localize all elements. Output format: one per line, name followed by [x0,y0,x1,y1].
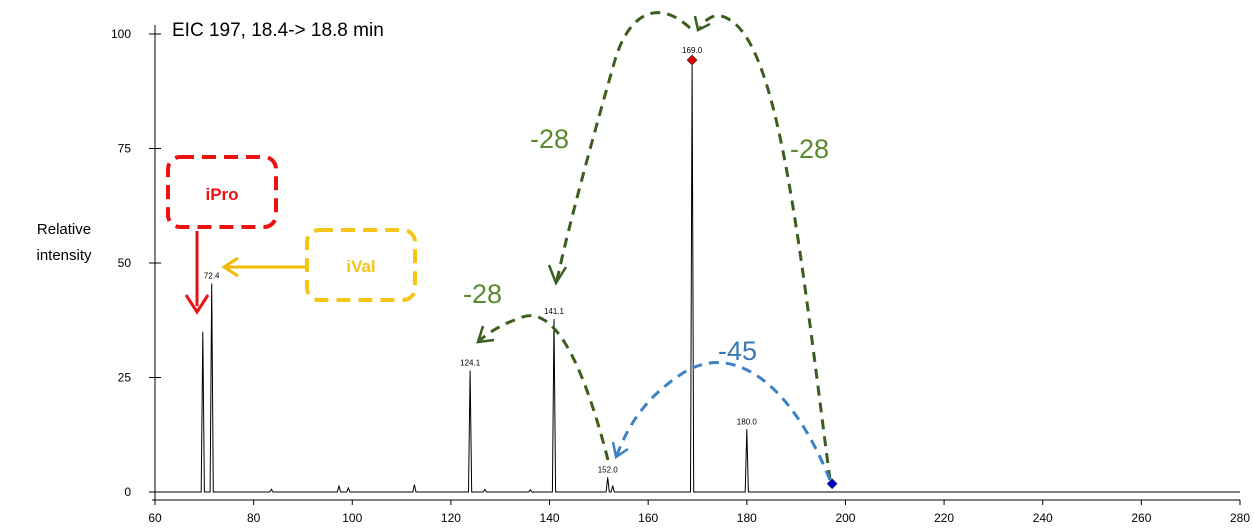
x-tick-label: 200 [835,511,855,525]
y-tick-label: 25 [118,371,132,385]
loss-label-left-upper: -28 [530,124,569,154]
spectrum-trace [155,61,1240,493]
y-axis-label-line1: Relative [37,221,91,238]
precursor-marker-diamond [826,478,838,490]
x-tick-label: 60 [148,511,162,525]
loss-arc-152-to-124 [479,314,610,461]
loss-arc-169-to-141 [555,11,692,281]
x-tick-label: 160 [638,511,658,525]
y-tick-label: 100 [111,27,131,41]
ipro-box [166,155,278,229]
peak-label: 180.0 [737,417,758,426]
x-tick-label: 180 [737,511,757,525]
x-axis-ticks: 60 80 100 120 140 160 180 200 220 240 260 280 [148,500,1250,525]
x-tick-label: 240 [1033,511,1053,525]
x-tick-label: 140 [540,511,560,525]
x-tick-label: 80 [247,511,261,525]
ipro-arrowhead [184,294,210,315]
y-axis-label-line2: intensity [36,247,92,264]
y-tick-label: 0 [124,485,131,499]
loss-arrowhead-124 [476,325,495,344]
peak-labels: 72.4 124.1 141.1 152.0 169.0 180.0 [204,46,757,474]
peak-label: 169.0 [682,46,703,55]
ival-box [305,228,417,302]
peak-label: 152.0 [598,465,619,474]
ival-arrowhead [221,256,239,278]
loss-arrowhead-152 [611,441,629,460]
y-tick-label: 50 [118,256,132,270]
x-tick-label: 120 [441,511,461,525]
loss-label-blue: -45 [718,336,757,366]
x-tick-label: 260 [1131,511,1151,525]
peak-markers [686,54,838,490]
y-tick-label: 75 [118,142,132,156]
loss-label-lower: -28 [463,279,502,309]
loss-arrowhead-141 [547,264,568,286]
x-tick-label: 280 [1230,511,1250,525]
loss-arrowhead-169 [693,15,711,32]
ival-label: iVal [346,257,375,276]
y-axis-ticks: 0 25 50 75 100 [111,27,161,499]
x-tick-label: 220 [934,511,954,525]
chart-title: EIC 197, 18.4-> 18.8 min [172,20,384,41]
loss-arc-197-to-152 [615,361,832,481]
peak-label: 141.1 [544,307,565,316]
apex-marker-diamond [686,54,698,66]
x-tick-label: 100 [342,511,362,525]
loss-label-right-upper: -28 [790,134,829,164]
peak-label: 72.4 [204,272,220,281]
peak-label: 124.1 [460,359,481,368]
loss-arc-197-to-169 [698,14,832,481]
ipro-label: iPro [205,185,238,204]
